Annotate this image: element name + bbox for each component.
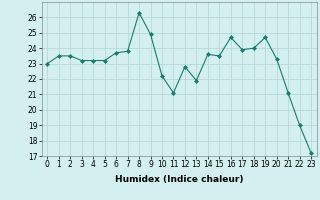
X-axis label: Humidex (Indice chaleur): Humidex (Indice chaleur) — [115, 175, 244, 184]
